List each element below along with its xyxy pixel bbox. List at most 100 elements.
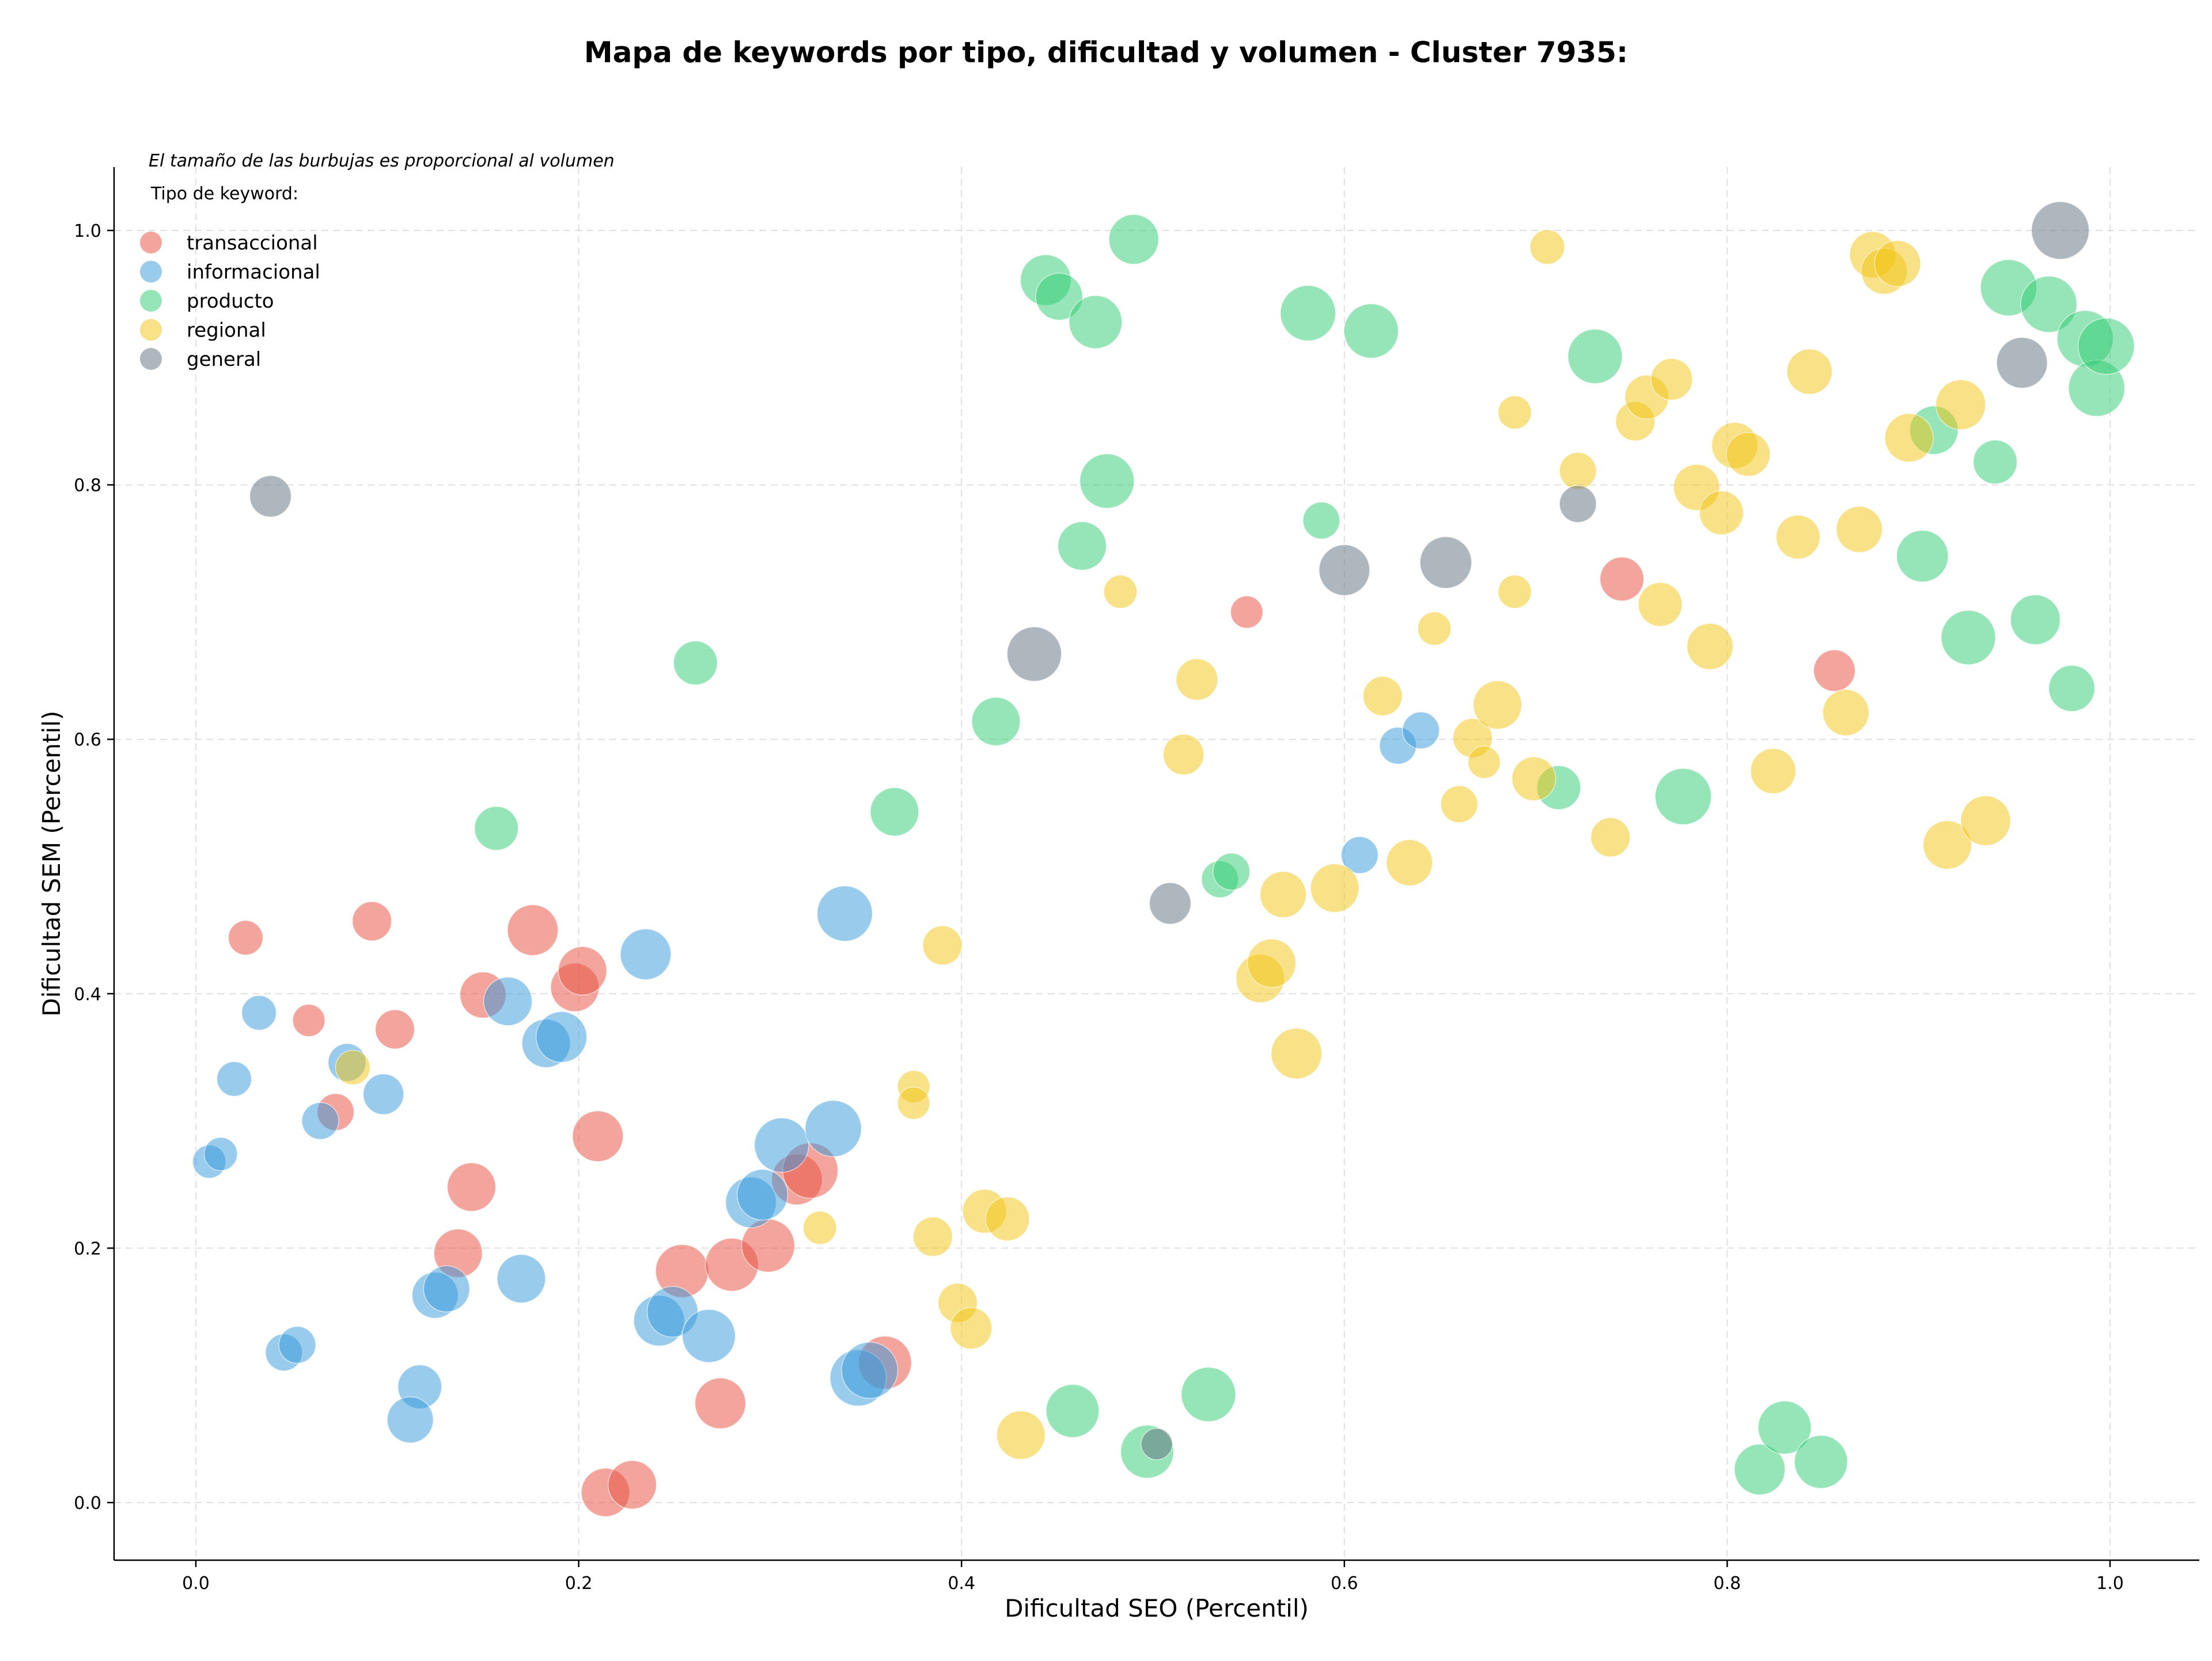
chart-title: Mapa de keywords por tipo, dificultad y … bbox=[584, 36, 1628, 69]
bubble-regional bbox=[335, 1050, 371, 1085]
bubble-general bbox=[1319, 544, 1370, 596]
bubble-general bbox=[1141, 1428, 1173, 1461]
legend-marker-informacional bbox=[140, 260, 162, 283]
y-tick-label: 0.0 bbox=[74, 1493, 101, 1514]
bubble-producto bbox=[1108, 214, 1160, 265]
bubble-informacional bbox=[497, 1254, 546, 1304]
bubble-regional bbox=[1162, 733, 1205, 775]
bubble-regional bbox=[1922, 820, 1972, 870]
bubble-regional bbox=[1884, 413, 1934, 463]
x-tick-label: 0.8 bbox=[1714, 1573, 1741, 1594]
bubble-regional bbox=[1590, 817, 1631, 857]
x-tick-label: 0.6 bbox=[1331, 1573, 1358, 1594]
bubble-informacional bbox=[841, 1341, 899, 1399]
bubble-regional bbox=[1775, 514, 1821, 559]
bubble-producto bbox=[2048, 665, 2096, 712]
bubble-regional bbox=[1786, 349, 1833, 395]
bubble-regional bbox=[1638, 582, 1683, 627]
bubble-regional bbox=[1440, 785, 1478, 823]
bubble-size-note: El tamaño de las burbujas es proporciona… bbox=[149, 151, 615, 171]
bubble-regional bbox=[922, 925, 963, 966]
bubble-regional bbox=[1650, 358, 1693, 401]
bubble-producto bbox=[1972, 440, 2018, 485]
bubble-producto bbox=[1896, 529, 1949, 582]
bubble-general bbox=[2031, 201, 2090, 260]
legend-marker-producto bbox=[140, 290, 162, 312]
legend-label-transaccional: transaccional bbox=[187, 232, 318, 255]
bubble-informacional bbox=[816, 885, 873, 942]
y-tick-label: 0.6 bbox=[74, 730, 101, 750]
bubble-regional bbox=[1559, 452, 1597, 490]
bubble-producto bbox=[2077, 317, 2135, 375]
bubble-regional bbox=[1529, 229, 1565, 265]
bubble-informacional bbox=[278, 1326, 316, 1364]
bubble-regional bbox=[1417, 611, 1452, 646]
bubble-general bbox=[1006, 626, 1062, 682]
bubble-producto bbox=[1654, 768, 1712, 826]
bubble-transaccional bbox=[292, 1004, 325, 1037]
y-tick-label: 0.8 bbox=[74, 476, 101, 496]
bubble-regional bbox=[1259, 871, 1307, 918]
bubble-transaccional bbox=[446, 1162, 497, 1212]
bubble-regional bbox=[1362, 676, 1403, 716]
bubble-producto bbox=[1343, 303, 1399, 359]
bubble-regional bbox=[996, 1410, 1046, 1460]
bubble-producto bbox=[1794, 1435, 1848, 1489]
bubble-regional bbox=[1960, 795, 2011, 846]
legend-label-informacional: informacional bbox=[187, 261, 320, 284]
bubble-informacional bbox=[535, 1011, 588, 1063]
bubble-regional bbox=[912, 1216, 953, 1257]
bubble-informacional bbox=[736, 1168, 789, 1221]
bubble-informacional bbox=[241, 995, 277, 1031]
bubble-regional bbox=[1726, 432, 1771, 477]
bubble-informacional bbox=[301, 1102, 339, 1140]
bubble-producto bbox=[1069, 295, 1123, 349]
bubble-transaccional bbox=[351, 901, 392, 941]
bubble-transaccional bbox=[607, 1460, 657, 1509]
bubble-producto bbox=[1212, 853, 1251, 891]
bubble-transaccional bbox=[558, 946, 607, 996]
ticks: 0.0 0.0 0.2 0.2 0.4 0.4 0.6 0.6 0.8 0.8 1.0 1.0 bbox=[74, 221, 2124, 1594]
y-tick-label: 0.4 bbox=[74, 985, 101, 1005]
bubble-regional bbox=[802, 1210, 837, 1245]
bubble-general bbox=[1996, 336, 2048, 389]
legend: El tamaño de las burbujas es proporciona… bbox=[140, 151, 615, 371]
bubble-regional bbox=[1386, 839, 1433, 887]
bubble-regional bbox=[1103, 574, 1138, 609]
bubble-regional bbox=[1874, 240, 1921, 287]
bubble-regional bbox=[950, 1307, 993, 1350]
series-informacional bbox=[192, 711, 1440, 1444]
bubble-producto bbox=[1046, 1384, 1100, 1438]
bubble-informacional bbox=[203, 1137, 238, 1171]
bubble-producto bbox=[1758, 1400, 1812, 1455]
bubble-producto bbox=[1057, 521, 1107, 571]
axes bbox=[113, 167, 2199, 1561]
bubble-regional bbox=[1686, 623, 1734, 670]
bubble-producto bbox=[2020, 275, 2078, 333]
bubble-informacional bbox=[216, 1061, 252, 1097]
bubble-informacional bbox=[423, 1265, 471, 1312]
series-transaccional bbox=[228, 557, 1856, 1518]
bubble-producto bbox=[1567, 328, 1623, 384]
bubble-general bbox=[1419, 536, 1472, 589]
bubble-informacional bbox=[805, 1100, 862, 1157]
bubble-general bbox=[1559, 485, 1597, 523]
bubble-regional bbox=[1472, 680, 1522, 730]
y-axis-label: Dificultad SEM (Percentil) bbox=[37, 711, 66, 1017]
series-regional bbox=[335, 229, 2011, 1460]
bubble-regional bbox=[897, 1086, 930, 1120]
legend-entries: transaccional informacional producto region… bbox=[140, 232, 320, 371]
bubble-transaccional bbox=[694, 1378, 747, 1429]
x-tick-label: 0.0 bbox=[182, 1573, 210, 1594]
bubble-producto bbox=[474, 806, 519, 851]
legend-label-producto: producto bbox=[187, 290, 274, 313]
bubble-regional bbox=[1497, 574, 1532, 609]
bubble-regional bbox=[1247, 939, 1297, 988]
legend-label-general: general bbox=[187, 348, 261, 371]
bubble-informacional bbox=[1402, 711, 1440, 750]
legend-label-regional: regional bbox=[187, 319, 266, 342]
bubble-regional bbox=[1835, 506, 1883, 553]
bubble-regional bbox=[1822, 689, 1870, 736]
bubble-producto bbox=[673, 640, 718, 686]
bubble-producto bbox=[870, 787, 919, 837]
